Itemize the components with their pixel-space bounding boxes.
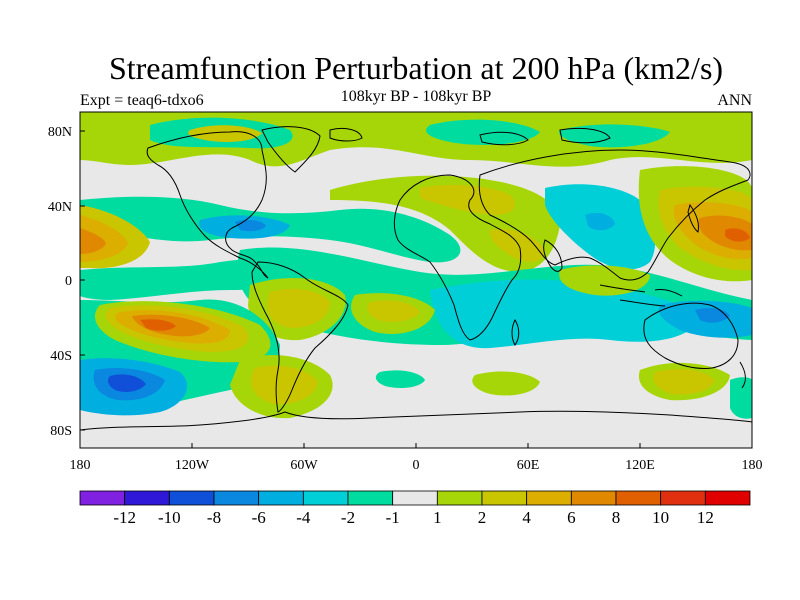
colorbar-label: -8	[207, 508, 221, 527]
colorbar-swatch	[124, 490, 170, 506]
colorbar-label: 1	[433, 508, 442, 527]
axes	[79, 130, 753, 448]
red-west-pacific	[725, 228, 750, 242]
yellow-southern-australia	[653, 369, 715, 395]
green-southern-africa	[472, 371, 540, 396]
contour-field	[80, 112, 752, 448]
lon-label-180e: 180	[742, 458, 763, 473]
colorbar-label: 12	[697, 508, 714, 527]
colorbar-swatch	[660, 490, 706, 506]
colorbar-swatch	[302, 490, 349, 506]
colorbar-swatch	[392, 490, 438, 506]
season-label: ANN	[717, 92, 752, 109]
colorbar-swatch	[347, 490, 394, 506]
blue3-south-pacific	[107, 374, 146, 392]
colorbar-swatch	[436, 490, 483, 506]
lon-label-120w: 120W	[175, 458, 210, 473]
yellow-south-atlantic-2	[367, 300, 420, 322]
yellow-central-asia	[420, 184, 515, 215]
colorbar-swatch	[168, 490, 215, 506]
orange2-east-pacific	[80, 228, 106, 254]
colorbar-swatch	[213, 490, 260, 506]
lat-label-40s: 40S	[50, 349, 72, 364]
chart-title: Streamfunction Perturbation at 200 hPa (…	[108, 50, 724, 86]
chart-subtitle: 108kyr BP - 108kyr BP	[340, 88, 492, 105]
lon-label-0: 0	[413, 458, 420, 473]
colorbar-swatch	[615, 490, 662, 506]
experiment-label: Expt = teaq6-tdxo6	[80, 92, 204, 109]
colorbar-swatch	[258, 490, 304, 506]
lon-label-180w: 180	[70, 458, 91, 473]
colorbar-swatch	[526, 490, 572, 506]
aqua-indian	[430, 279, 700, 349]
yellow-south-america-south	[251, 365, 318, 405]
colorbar-label: -2	[341, 508, 355, 527]
aqua-east-edge	[730, 377, 752, 419]
green-southern-indian	[375, 370, 425, 388]
colorbar-label: 2	[478, 508, 487, 527]
colorbar-label: -12	[113, 508, 136, 527]
yellow-africa-north	[489, 228, 545, 262]
colorbar-label: -1	[386, 508, 400, 527]
green-sw-pacific	[559, 265, 650, 296]
colorbar-label: -6	[252, 508, 266, 527]
cyan-arctic-2	[426, 119, 540, 145]
red-south-pacific	[140, 319, 176, 331]
colorbar-label: 10	[652, 508, 669, 527]
colorbar-label: 6	[567, 508, 576, 527]
yellow-arctic	[188, 125, 262, 142]
lon-label-120e: 120E	[625, 458, 655, 473]
colorbar: -12 -10 -8 -6 -4 -2 -1 1 2 4 6 8 10 12	[79, 490, 751, 527]
lon-label-60w: 60W	[290, 458, 318, 473]
lon-label-60e: 60E	[517, 458, 540, 473]
colorbar-label: -4	[296, 508, 311, 527]
coastlines	[80, 126, 752, 431]
lat-label-40n: 40N	[48, 200, 72, 215]
lat-label-80s: 80S	[50, 424, 72, 439]
colorbar-label: 8	[612, 508, 621, 527]
colorbar-swatch	[704, 490, 751, 506]
blue-asia-core	[585, 212, 615, 231]
lat-label-80n: 80N	[48, 125, 72, 140]
colorbar-label: 4	[522, 508, 531, 527]
colorbar-label: -10	[158, 508, 181, 527]
colorbar-swatch	[79, 490, 126, 506]
lat-label-0: 0	[65, 274, 72, 289]
cyan-arctic-east	[559, 124, 670, 148]
colorbar-swatch	[481, 490, 528, 506]
yellow-south-atlantic	[267, 288, 330, 328]
colorbar-swatch	[570, 490, 617, 506]
